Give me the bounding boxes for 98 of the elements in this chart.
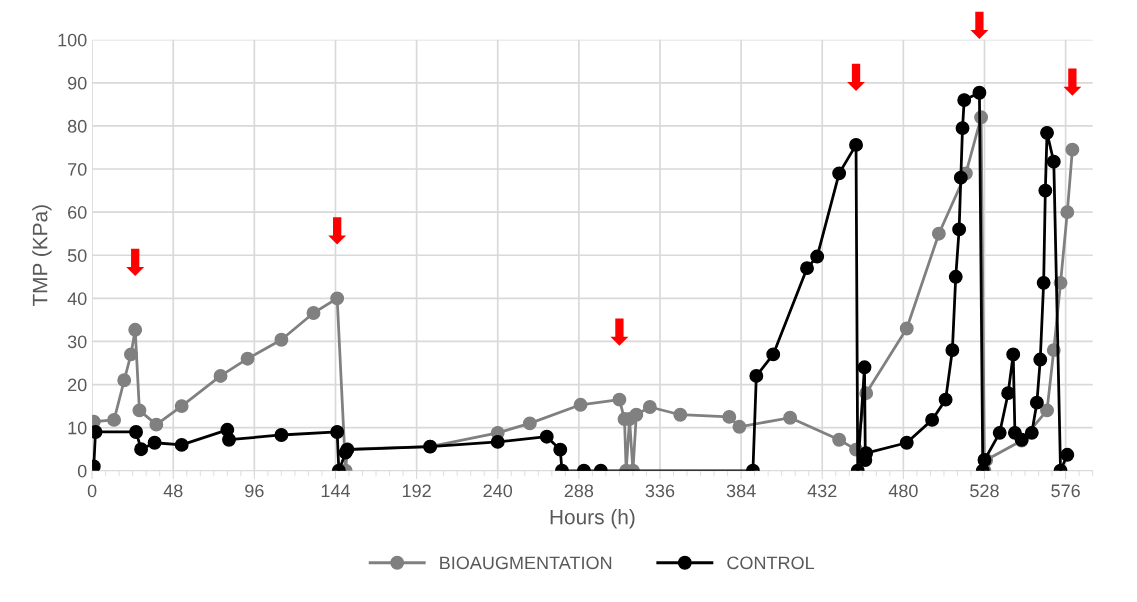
point (857, 360, 872, 375)
point (992, 425, 1007, 440)
point (1036, 275, 1051, 290)
point (783, 410, 798, 425)
y-tick-label: 100 (58, 33, 87, 47)
annotation: ⬇ (847, 63, 865, 92)
annotation: ⬇ (328, 217, 347, 245)
point (945, 343, 960, 358)
annotation: ⬇ (970, 11, 989, 39)
point (539, 429, 554, 444)
point (612, 392, 627, 407)
point (1006, 347, 1021, 362)
point (330, 425, 345, 439)
point (213, 368, 228, 383)
point (948, 269, 963, 284)
y-tick-label: 10 (68, 421, 87, 435)
y-tick-label: 80 (67, 119, 87, 133)
y-tick-label: 0 (77, 464, 87, 478)
point (673, 407, 688, 422)
point (1040, 403, 1054, 418)
point (1046, 154, 1061, 169)
point (128, 322, 143, 337)
x-tick-label: 48 (163, 484, 183, 498)
point (810, 249, 825, 264)
point (129, 425, 143, 439)
point (107, 412, 122, 427)
point (174, 437, 189, 452)
point (952, 222, 967, 237)
point (766, 347, 781, 362)
point (955, 121, 970, 136)
point (1029, 395, 1044, 410)
x-tick-label: 288 (564, 484, 594, 498)
y-tick-label: 90 (68, 76, 87, 90)
point (832, 432, 847, 447)
point (124, 347, 138, 362)
point (953, 170, 968, 185)
point (899, 321, 914, 336)
x-tick-label: 192 (402, 484, 431, 498)
legend-label: CONTROL (727, 556, 815, 570)
point (642, 400, 657, 414)
point (925, 412, 940, 427)
y-axis-title: TMP (KPa) (32, 205, 52, 307)
y-tick-label: 30 (67, 335, 87, 349)
point (1038, 183, 1053, 198)
y-tick-label: 40 (67, 292, 87, 306)
x-tick-label: 0 (87, 484, 97, 498)
point (899, 435, 914, 450)
point (306, 306, 321, 320)
point (147, 435, 162, 450)
point (132, 403, 147, 418)
point (222, 432, 236, 447)
point (1040, 125, 1054, 140)
y-tick-label: 60 (68, 206, 87, 219)
point (1060, 447, 1075, 462)
point (732, 419, 747, 434)
annotation: ⬇ (1063, 68, 1082, 96)
point (1060, 205, 1075, 220)
point (330, 291, 345, 306)
point (553, 442, 568, 457)
y-tick-label: 50 (67, 249, 87, 262)
point (931, 226, 946, 241)
x-tick-label: 576 (1051, 484, 1080, 498)
point (149, 417, 164, 432)
point (749, 368, 764, 383)
x-tick-label: 144 (321, 484, 351, 498)
x-axis-title: Hours (h) (550, 509, 635, 529)
point (490, 434, 505, 449)
point (274, 332, 289, 347)
point (849, 137, 863, 152)
legend-label: BIOAUGMENTATION (440, 556, 612, 570)
y-tick-label: 20 (68, 378, 87, 392)
point (274, 428, 289, 442)
point (573, 397, 588, 412)
x-tick-label: 528 (970, 484, 999, 498)
x-tick-label: 480 (888, 484, 918, 498)
point (134, 442, 149, 457)
point (629, 407, 644, 422)
x-tick-label: 96 (245, 484, 264, 498)
point (522, 416, 537, 431)
annotation: ⬇ (126, 248, 145, 276)
point (1065, 142, 1080, 157)
point (938, 392, 953, 407)
x-tick-label: 432 (807, 484, 837, 498)
x-tick-label: 336 (645, 484, 675, 498)
x-tick-label: 384 (726, 484, 756, 498)
annotation: ⬇ (610, 318, 629, 346)
point (1033, 352, 1048, 367)
x-tick-label: 240 (483, 484, 513, 498)
point (240, 351, 255, 366)
point (117, 373, 132, 388)
point (174, 399, 189, 414)
point (957, 93, 972, 108)
point (722, 409, 737, 424)
point (800, 261, 814, 276)
y-tick-label: 70 (68, 162, 87, 176)
point (972, 85, 987, 100)
point (1024, 425, 1039, 440)
point (832, 166, 847, 181)
